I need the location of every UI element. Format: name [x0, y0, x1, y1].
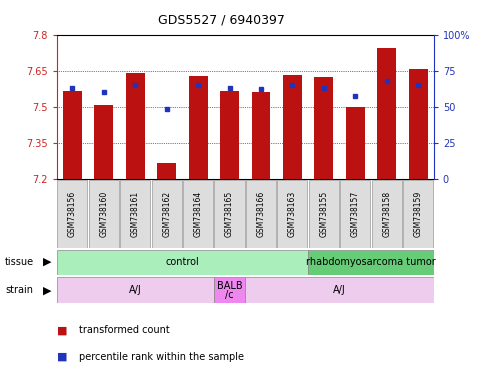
- Bar: [57, 250, 308, 275]
- Bar: [377, 48, 396, 179]
- Bar: [340, 180, 370, 248]
- Bar: [309, 180, 339, 248]
- Bar: [245, 277, 434, 303]
- Text: GSM738164: GSM738164: [194, 191, 203, 237]
- Bar: [251, 92, 270, 179]
- Text: strain: strain: [5, 285, 33, 295]
- Bar: [315, 76, 333, 179]
- Text: ▶: ▶: [42, 285, 51, 295]
- Text: tissue: tissue: [5, 257, 34, 267]
- Bar: [214, 277, 245, 303]
- Text: GSM738156: GSM738156: [68, 191, 77, 237]
- Text: GSM738157: GSM738157: [351, 191, 360, 237]
- Text: BALB
/c: BALB /c: [217, 281, 243, 300]
- Text: GSM738161: GSM738161: [131, 191, 140, 237]
- Text: A/J: A/J: [129, 285, 141, 295]
- Bar: [372, 180, 402, 248]
- Text: GSM738158: GSM738158: [382, 191, 391, 237]
- Bar: [94, 105, 113, 179]
- Text: percentile rank within the sample: percentile rank within the sample: [79, 352, 244, 362]
- Bar: [63, 91, 82, 179]
- Text: ▶: ▶: [42, 257, 51, 267]
- Text: transformed count: transformed count: [79, 325, 170, 335]
- Text: ■: ■: [57, 325, 67, 335]
- Bar: [89, 180, 119, 248]
- Bar: [152, 180, 182, 248]
- Text: GSM738159: GSM738159: [414, 191, 423, 237]
- Text: GSM738165: GSM738165: [225, 191, 234, 237]
- Bar: [214, 180, 245, 248]
- Text: control: control: [166, 257, 199, 267]
- Bar: [278, 180, 308, 248]
- Bar: [409, 69, 427, 179]
- Bar: [403, 180, 433, 248]
- Bar: [120, 180, 150, 248]
- Bar: [189, 76, 208, 179]
- Bar: [220, 91, 239, 179]
- Bar: [57, 180, 87, 248]
- Text: GDS5527 / 6940397: GDS5527 / 6940397: [158, 13, 285, 26]
- Text: GSM738155: GSM738155: [319, 191, 328, 237]
- Text: ■: ■: [57, 352, 67, 362]
- Text: GSM738166: GSM738166: [256, 191, 266, 237]
- Bar: [157, 163, 176, 179]
- Text: GSM738162: GSM738162: [162, 191, 171, 237]
- Bar: [57, 277, 214, 303]
- Text: GSM738163: GSM738163: [288, 191, 297, 237]
- Bar: [183, 180, 213, 248]
- Bar: [308, 250, 434, 275]
- Bar: [346, 106, 365, 179]
- Bar: [246, 180, 276, 248]
- Text: GSM738160: GSM738160: [99, 191, 108, 237]
- Text: A/J: A/J: [333, 285, 346, 295]
- Bar: [283, 75, 302, 179]
- Text: rhabdomyosarcoma tumor: rhabdomyosarcoma tumor: [306, 257, 436, 267]
- Bar: [126, 73, 145, 179]
